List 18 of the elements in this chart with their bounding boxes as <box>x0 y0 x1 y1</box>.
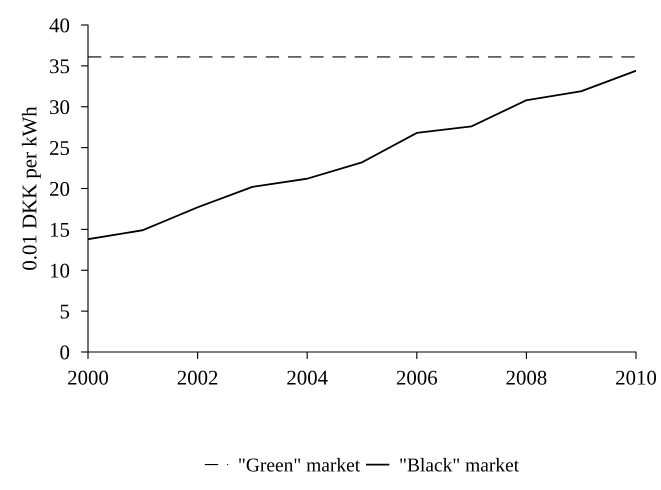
x-tick-label: 2006 <box>396 370 438 385</box>
x-tick-label: 2002 <box>178 370 218 385</box>
y-tick-label: 5 <box>60 304 70 319</box>
x-tick-label: 2008 <box>506 370 546 385</box>
y-axis-title: 0.01 DKK per kWh <box>22 106 41 270</box>
x-tick-label: 2000 <box>68 370 108 385</box>
y-tick-label: 15 <box>50 222 70 237</box>
y-tick-label: 10 <box>50 264 70 278</box>
x-tick-label: 2004 <box>287 370 328 385</box>
legend-label: "Green" market <box>239 458 360 472</box>
y-tick-label: 20 <box>50 182 70 196</box>
y-tick-label: 25 <box>50 141 70 156</box>
legend-label: "Black" market <box>400 458 520 472</box>
y-tick-label: 30 <box>50 100 70 114</box>
y-tick-label: 40 <box>50 18 70 32</box>
x-tick-label: 2010 <box>616 370 656 385</box>
y-tick-label: 35 <box>50 59 70 74</box>
y-tick-label: 0 <box>60 345 70 360</box>
